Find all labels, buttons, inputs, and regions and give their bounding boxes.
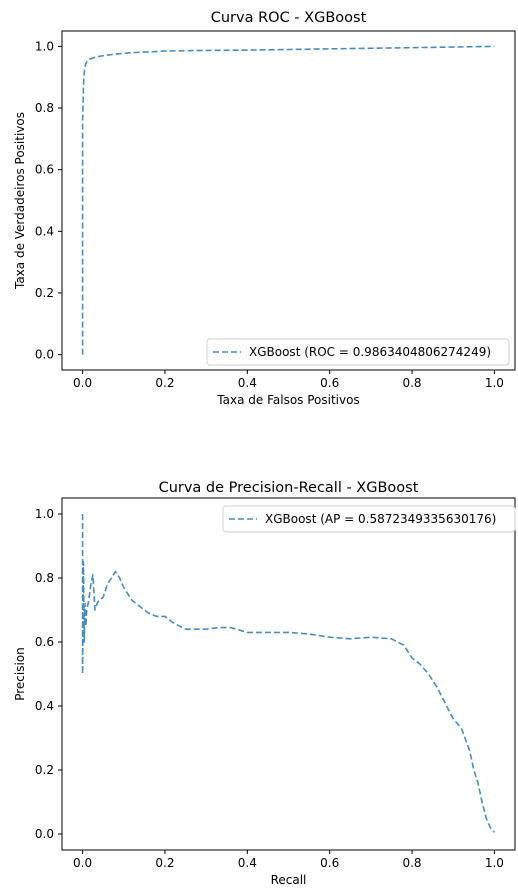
pr-legend-box <box>222 505 516 533</box>
pr-legend-label: XGBoost (AP = 0.5872349335630176) <box>265 512 496 526</box>
pr-plot-frame <box>61 497 516 851</box>
roc-x-tick-label: 1.0 <box>485 376 504 390</box>
roc-legend: XGBoost (ROC = 0.9863404806274249) <box>206 338 510 366</box>
pr-x-tick-label: 1.0 <box>485 856 504 870</box>
pr-y-tick-label: 0.8 <box>35 571 54 585</box>
roc-series-line <box>81 45 495 355</box>
pr-series-group <box>81 514 496 833</box>
pr-x-ticks: 0.0 0.2 0.4 0.6 0.8 1.0 <box>73 850 504 870</box>
pr-x-axis-label: Recall <box>271 873 307 887</box>
pr-y-tick-label: 1.0 <box>35 507 54 521</box>
roc-title: Curva ROC - XGBoost <box>211 10 367 26</box>
pr-y-tick-label: 0.2 <box>35 763 54 777</box>
roc-x-tick-label: 0.4 <box>238 376 257 390</box>
pr-x-tick-label: 0.6 <box>320 856 339 870</box>
roc-x-tick-label: 0.8 <box>402 376 421 390</box>
roc-y-tick-label: 0.2 <box>35 286 54 300</box>
pr-x-tick-label: 0.2 <box>155 856 174 870</box>
pr-series-line <box>81 514 496 833</box>
pr-x-tick-label: 0.0 <box>73 856 92 870</box>
pr-y-tick-label: 0.0 <box>35 827 54 841</box>
pr-y-axis-label: Precision <box>13 647 27 701</box>
pr-x-tick-label: 0.8 <box>402 856 421 870</box>
pr-y-tick-label: 0.4 <box>35 699 54 713</box>
roc-y-tick-label: 0.4 <box>35 224 54 238</box>
pr-x-tick-label: 0.4 <box>238 856 257 870</box>
roc-y-tick-label: 1.0 <box>35 39 54 53</box>
roc-x-tick-label: 0.6 <box>320 376 339 390</box>
roc-chart: Curva ROC - XGBoost 0.0 0.2 0.4 0.6 0.8 1.0 0… <box>13 10 516 407</box>
pr-chart: Curva de Precision-Recall - XGBoost 0.0 0… <box>13 480 516 887</box>
roc-y-tick-label: 0.8 <box>35 101 54 115</box>
pr-y-tick-label: 0.6 <box>35 635 54 649</box>
roc-legend-label: XGBoost (ROC = 0.9863404806274249) <box>249 345 491 359</box>
roc-x-axis-label: Taxa de Falsos Positivos <box>216 393 359 407</box>
pr-y-ticks: 0.0 0.2 0.4 0.6 0.8 1.0 <box>35 507 62 841</box>
pr-legend: XGBoost (AP = 0.5872349335630176) <box>222 505 516 533</box>
roc-x-ticks: 0.0 0.2 0.4 0.6 0.8 1.0 <box>73 370 504 390</box>
roc-y-axis-label: Taxa de Verdadeiros Positivos <box>13 112 27 290</box>
pr-title: Curva de Precision-Recall - XGBoost <box>159 480 419 496</box>
roc-y-tick-label: 0.6 <box>35 163 54 177</box>
roc-plot-frame <box>61 30 516 371</box>
roc-legend-box <box>206 338 510 366</box>
roc-y-ticks: 0.0 0.2 0.4 0.6 0.8 1.0 <box>35 39 62 362</box>
roc-series-group <box>81 45 495 355</box>
roc-x-tick-label: 0.0 <box>73 376 92 390</box>
roc-x-tick-label: 0.2 <box>155 376 174 390</box>
roc-y-tick-label: 0.0 <box>35 348 54 362</box>
